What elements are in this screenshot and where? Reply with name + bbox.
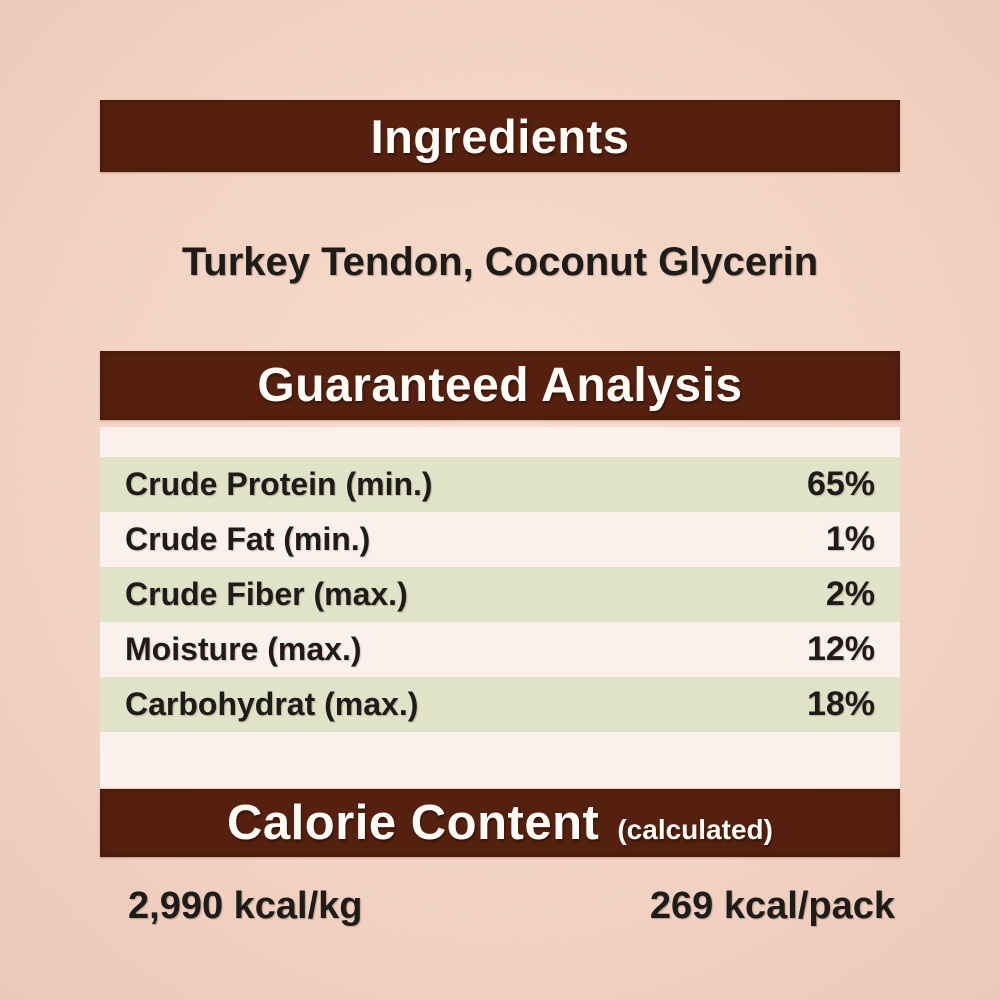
- table-rows: Crude Protein (min.) 65% Crude Fat (min.…: [100, 427, 900, 732]
- row-label: Crude Fiber (max.): [125, 576, 408, 612]
- row-value: 65%: [806, 465, 875, 503]
- row-value: 12%: [806, 630, 875, 668]
- row-value: 1%: [825, 520, 875, 558]
- kcal-per-kg: 2,990 kcal/kg: [128, 885, 363, 927]
- table-row: Crude Fat (min.) 1%: [100, 512, 900, 567]
- guaranteed-analysis-banner: Guaranteed Analysis: [100, 351, 900, 420]
- kcal-per-pack: 269 kcal/pack: [649, 885, 895, 927]
- guaranteed-analysis-title: Guaranteed Analysis: [257, 359, 743, 412]
- ingredients-list: Turkey Tendon, Coconut Glycerin: [181, 240, 819, 284]
- calorie-content-subtitle: (calculated): [617, 814, 773, 845]
- calorie-content-title: Calorie Content: [227, 796, 600, 850]
- guaranteed-analysis-table: Crude Protein (min.) 65% Crude Fat (min.…: [100, 427, 900, 788]
- calorie-content-heading: Calorie Content (calculated): [227, 795, 773, 851]
- calorie-content-banner: Calorie Content (calculated): [100, 789, 900, 857]
- row-label: Carbohydrat (max.): [125, 686, 419, 722]
- calorie-values: 2,990 kcal/kg 269 kcal/pack: [100, 885, 900, 928]
- row-label: Crude Fat (min.): [125, 521, 371, 557]
- row-value: 2%: [825, 575, 875, 613]
- row-label: Moisture (max.): [125, 631, 362, 667]
- row-value: 18%: [806, 685, 875, 723]
- table-row: Crude Fiber (max.) 2%: [100, 567, 900, 622]
- table-row: Moisture (max.) 12%: [100, 622, 900, 677]
- row-label: Crude Protein (min.): [125, 466, 433, 502]
- ingredients-title: Ingredients: [370, 109, 630, 163]
- table-row: Carbohydrat (max.) 18%: [100, 677, 900, 732]
- table-row: Crude Protein (min.) 65%: [100, 457, 900, 512]
- ingredients-banner: Ingredients: [100, 100, 900, 172]
